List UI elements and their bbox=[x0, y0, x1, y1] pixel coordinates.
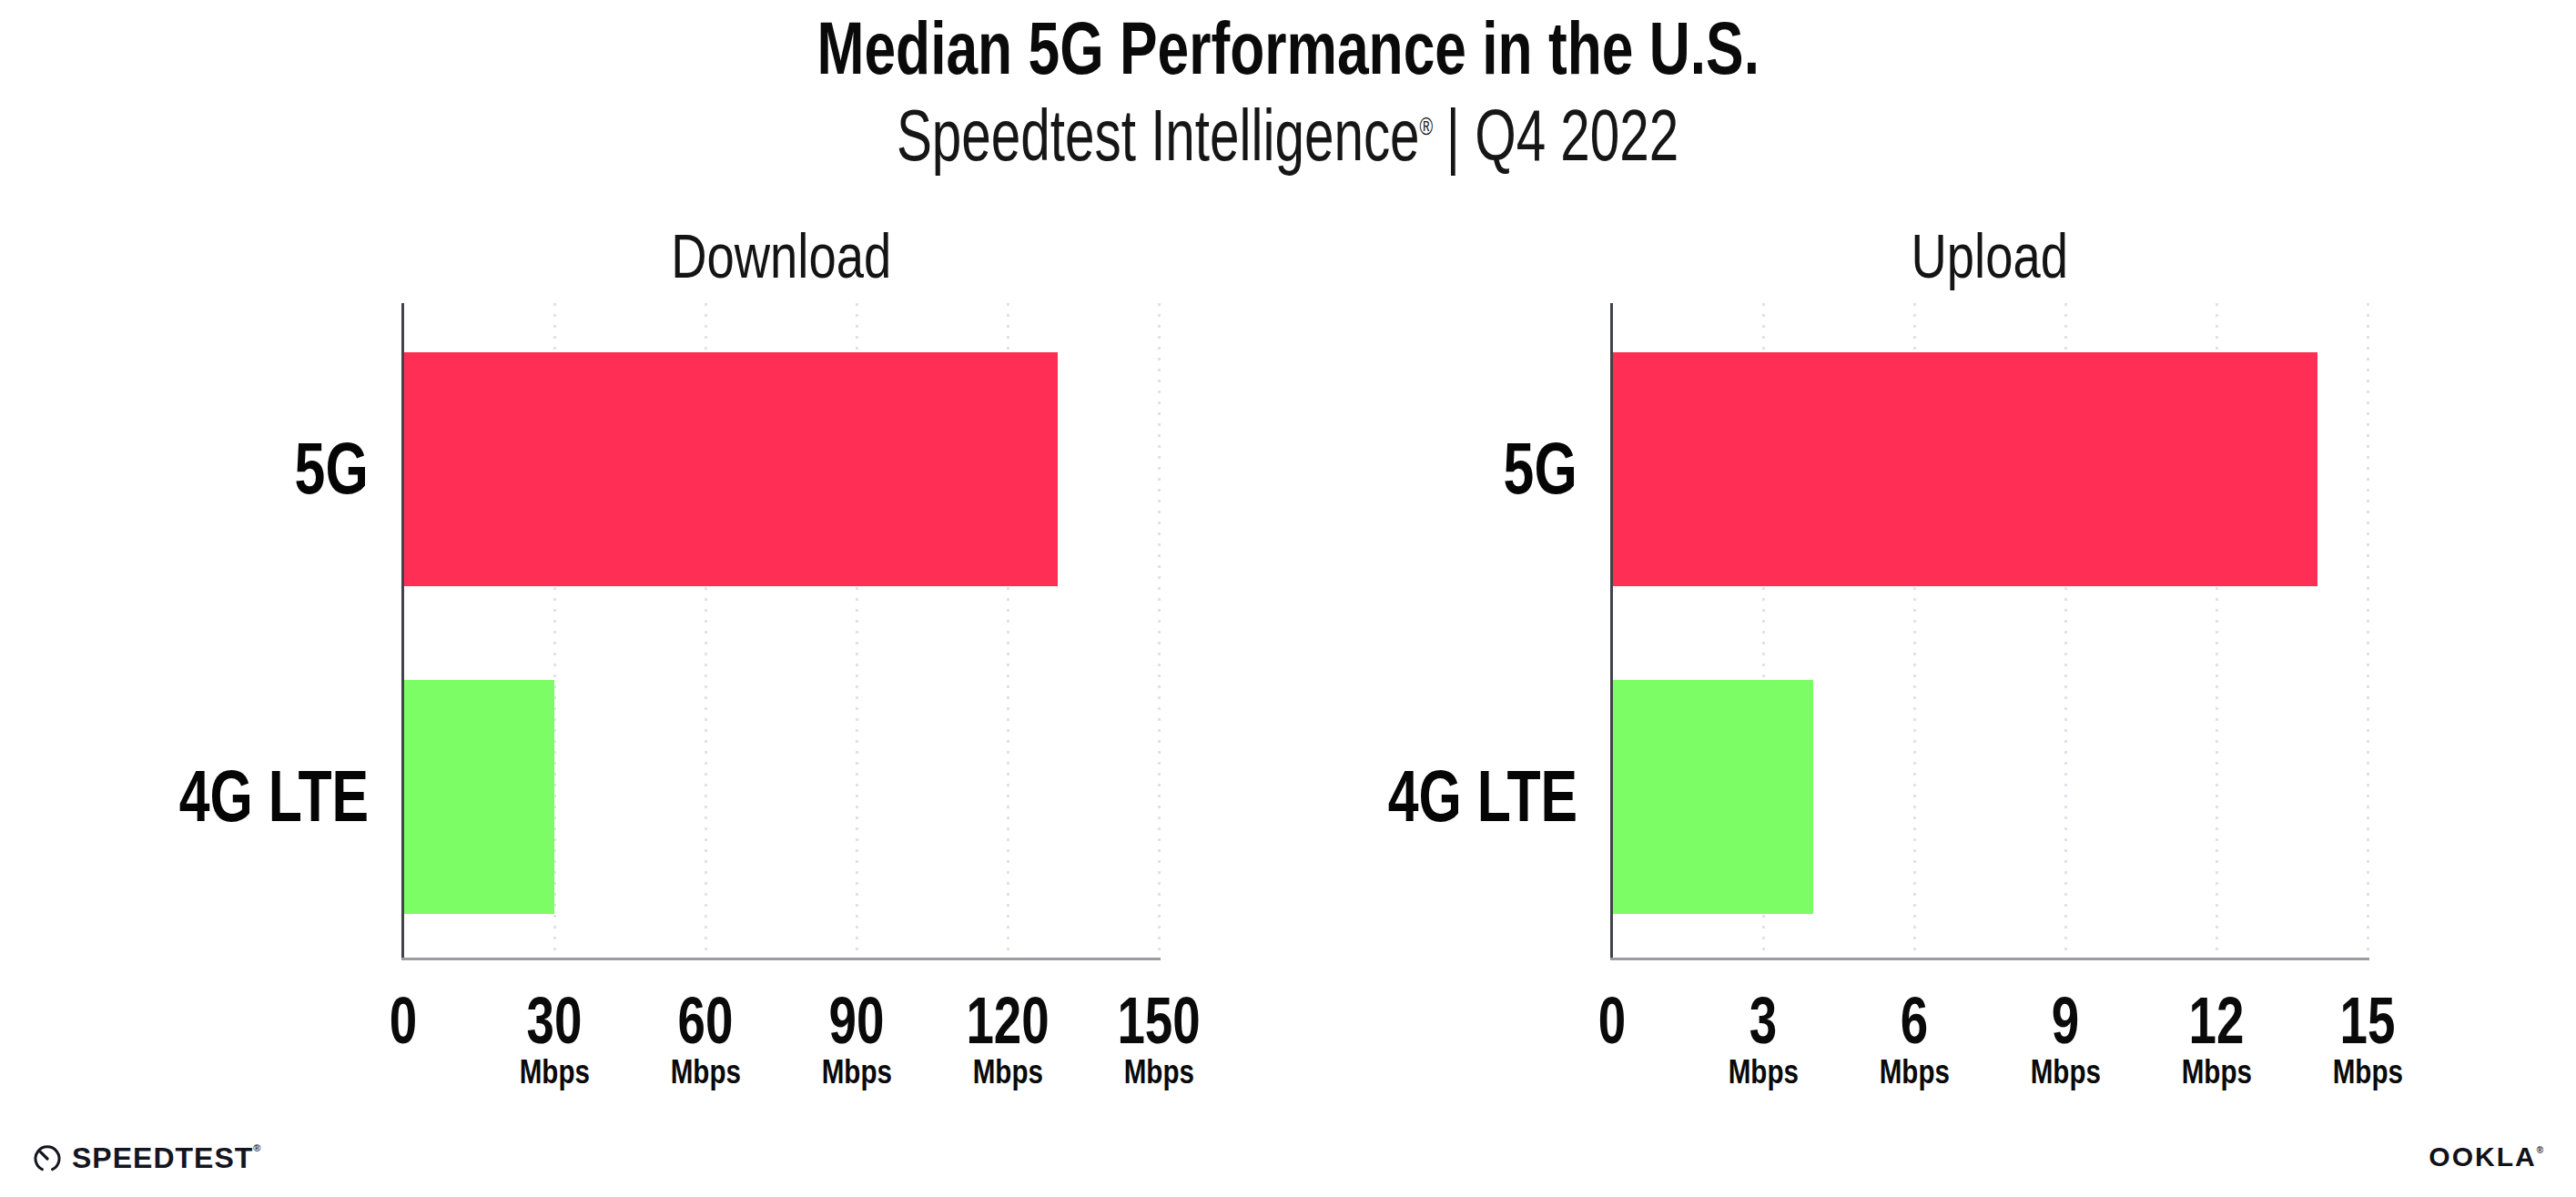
speedtest-gauge-icon bbox=[31, 1141, 64, 1174]
registered-mark-icon: ® bbox=[1420, 112, 1434, 140]
x-tick-label: 90 bbox=[775, 988, 938, 1053]
x-tick-label: 0 bbox=[321, 988, 485, 1053]
x-tick-unit: Mbps bbox=[2286, 1055, 2449, 1089]
x-tick-label: 12 bbox=[2135, 988, 2298, 1053]
gridline bbox=[2367, 303, 2369, 959]
x-tick-unit: Mbps bbox=[926, 1055, 1090, 1089]
x-tick-label: 120 bbox=[926, 988, 1090, 1053]
x-tick-unit: Mbps bbox=[775, 1055, 938, 1089]
x-axis-line bbox=[1610, 958, 2369, 960]
download-panel-title: Download bbox=[403, 225, 1159, 287]
category-label-4g-lte: 4G LTE bbox=[39, 751, 369, 842]
registered-mark-icon: ® bbox=[2537, 1145, 2543, 1155]
x-tick-label: 150 bbox=[1077, 988, 1241, 1053]
gridline bbox=[1158, 303, 1161, 959]
subtitle-period: | Q4 2022 bbox=[1446, 95, 1678, 176]
x-tick-label: 6 bbox=[1832, 988, 1996, 1053]
category-label-5g: 5G bbox=[39, 423, 369, 514]
speedtest-wordmark: SPEEDTEST® bbox=[72, 1143, 260, 1172]
x-tick-label: 3 bbox=[1681, 988, 1845, 1053]
subtitle-brand: Speedtest Intelligence bbox=[897, 95, 1420, 176]
x-tick-unit: Mbps bbox=[1832, 1055, 1996, 1089]
page-title: Median 5G Performance in the U.S. bbox=[0, 11, 2576, 86]
x-tick-unit: Mbps bbox=[2135, 1055, 2298, 1089]
x-tick-unit: Mbps bbox=[1077, 1055, 1241, 1089]
bar-4g-lte bbox=[1612, 680, 1813, 914]
x-axis-line bbox=[401, 958, 1161, 960]
infographic-canvas: Median 5G Performance in the U.S. Speedt… bbox=[0, 0, 2576, 1197]
y-axis-spine bbox=[1610, 303, 1613, 959]
registered-mark-icon: ® bbox=[253, 1142, 260, 1153]
upload-chart-plot: 5G4G LTE03Mbps6Mbps9Mbps12Mbps15Mbps bbox=[1612, 303, 2368, 959]
category-label-5g: 5G bbox=[1248, 423, 1577, 514]
speedtest-logo: SPEEDTEST® bbox=[31, 1141, 260, 1174]
bar-5g bbox=[403, 352, 1058, 586]
x-tick-label: 0 bbox=[1530, 988, 1694, 1053]
x-tick-unit: Mbps bbox=[624, 1055, 787, 1089]
page-subtitle: Speedtest Intelligence®| Q4 2022 bbox=[0, 99, 2576, 172]
x-tick-label: 9 bbox=[1983, 988, 2147, 1053]
x-tick-unit: Mbps bbox=[472, 1055, 636, 1089]
ookla-wordmark: OOKLA® bbox=[2429, 1143, 2543, 1171]
x-tick-label: 30 bbox=[472, 988, 636, 1053]
x-tick-unit: Mbps bbox=[1983, 1055, 2147, 1089]
y-axis-spine bbox=[401, 303, 404, 959]
category-label-4g-lte: 4G LTE bbox=[1248, 751, 1577, 842]
x-tick-unit: Mbps bbox=[1681, 1055, 1845, 1089]
bar-4g-lte bbox=[403, 680, 554, 914]
ookla-logo: OOKLA® bbox=[2429, 1143, 2543, 1171]
download-chart-plot: 5G4G LTE030Mbps60Mbps90Mbps120Mbps150Mbp… bbox=[403, 303, 1159, 959]
x-tick-label: 60 bbox=[624, 988, 787, 1053]
x-tick-label: 15 bbox=[2286, 988, 2449, 1053]
upload-panel-title: Upload bbox=[1612, 225, 2368, 287]
bar-5g bbox=[1612, 352, 2317, 586]
